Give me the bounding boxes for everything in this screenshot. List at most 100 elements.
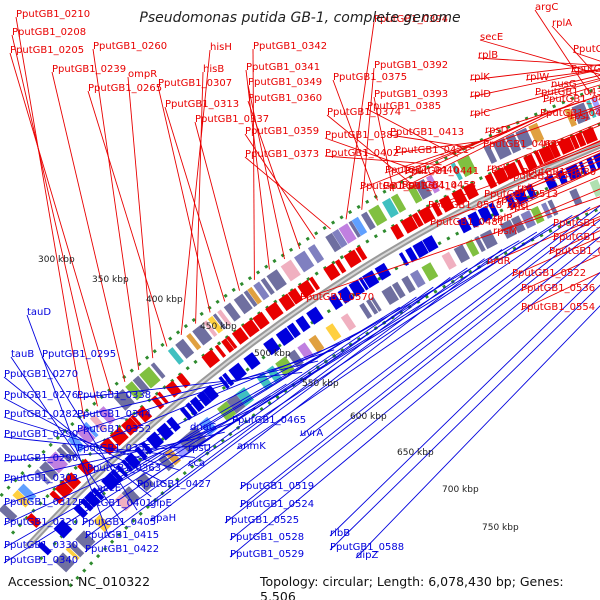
label-connector-line xyxy=(10,356,124,525)
gene-feature xyxy=(390,193,407,213)
gene-feature xyxy=(368,204,388,227)
gene-label: tauD xyxy=(27,307,51,318)
gene-feature xyxy=(525,183,538,200)
gene-label: PputGB1_0373 xyxy=(245,149,319,160)
label-connector-line xyxy=(572,51,600,62)
gene-label: PputGB1_0536 xyxy=(521,283,595,294)
gene-label: PputGB1_0385 xyxy=(367,101,441,112)
label-connector-line xyxy=(366,108,459,157)
label-connector-line xyxy=(76,360,319,418)
gene-label: PputGB1_0481 xyxy=(430,217,504,228)
gene-label: rpsM xyxy=(493,226,517,237)
label-connector-line xyxy=(492,175,600,222)
gene-label: PputGB1_0290 xyxy=(4,429,78,440)
label-connector-line xyxy=(329,284,600,551)
label-connector-line xyxy=(87,90,168,347)
gene-feature xyxy=(348,220,361,238)
gene-labels: PputGB1_0210 PputGB1_0208 PputGB1_0205 Pput… xyxy=(4,2,600,566)
label-connector-line xyxy=(229,246,600,558)
label-connector-line xyxy=(76,371,303,399)
gene-feature xyxy=(241,319,260,338)
gene-feature xyxy=(207,315,224,334)
label-connector-line xyxy=(86,327,367,472)
label-connector-line xyxy=(534,78,600,96)
gene-label: PputGB1_0437 xyxy=(543,94,600,105)
gene-label: PputGB1_0270 xyxy=(4,369,78,380)
gene-feature xyxy=(538,145,555,164)
label-connector-line xyxy=(247,84,285,260)
gene-feature xyxy=(75,530,96,551)
gene-feature xyxy=(121,417,140,436)
gene-label: PputGB1_0413 xyxy=(390,127,464,138)
gene-label: PputGB1_0532 xyxy=(553,232,600,243)
gene-label: PputGB1_0210 xyxy=(16,9,90,20)
gene-feature xyxy=(294,250,315,273)
label-connector-line xyxy=(3,436,195,458)
gene-feature xyxy=(139,366,161,389)
label-connector-line xyxy=(239,211,600,490)
gene-feature xyxy=(462,182,479,200)
position-tick-label: 450 kbp xyxy=(200,322,237,332)
gene-feature xyxy=(390,223,405,240)
gene-feature xyxy=(543,174,558,191)
gene-feature xyxy=(275,356,295,377)
gene-label: dipZ xyxy=(356,550,378,561)
gene-feature xyxy=(505,133,522,154)
gene-feature xyxy=(132,375,150,395)
gene-feature xyxy=(450,162,463,181)
label-connector-line xyxy=(189,240,520,431)
gene-feature xyxy=(150,362,166,379)
gene-label: PputGB1_0352 xyxy=(77,424,151,435)
gene-label: PputGB1_0453 xyxy=(402,180,476,191)
gene-feature xyxy=(516,159,526,174)
gene-label: PputGB1_0414 xyxy=(383,181,457,192)
gene-label: PputGB1_0393 xyxy=(374,89,448,100)
gene-label: PputGB1_0320 xyxy=(4,517,78,528)
gene-feature xyxy=(411,212,424,228)
gene-label: PputGB1_0405 xyxy=(82,517,156,528)
gene-label: PputGB1_0296 xyxy=(4,453,78,464)
gene-feature xyxy=(223,302,241,322)
gene-feature xyxy=(441,251,457,270)
label-connector-line xyxy=(345,21,375,220)
label-connector-line xyxy=(469,64,600,81)
gene-feature xyxy=(243,290,258,308)
gene-feature xyxy=(287,288,304,305)
gene-feature xyxy=(37,541,52,556)
gene-feature xyxy=(308,276,321,291)
gene-label: PputGB1_0427 xyxy=(137,479,211,490)
gene-label: PputGB1_0570 xyxy=(300,292,374,303)
gene-feature xyxy=(412,240,429,259)
gene-label: PputGB1_0392 xyxy=(374,60,448,71)
label-connector-line xyxy=(324,137,426,174)
gene-feature xyxy=(515,127,534,149)
gene-feature xyxy=(124,452,141,470)
gene-feature xyxy=(216,401,237,422)
gene-feature xyxy=(198,416,218,437)
gene-feature xyxy=(308,334,325,353)
gene-label: PputGB1_0363 xyxy=(87,463,161,474)
gene-label: anmK xyxy=(237,441,266,452)
gene-feature xyxy=(176,373,191,389)
label-connector-line xyxy=(482,104,600,148)
gene-label: PputGB1_0436 xyxy=(360,181,434,192)
gene-label: rplA xyxy=(552,18,572,29)
position-tick-label: 300 kbp xyxy=(38,255,75,265)
gene-label: PputGB1_0282 xyxy=(4,409,78,420)
gene-label: rplW xyxy=(526,72,549,83)
label-connector-line xyxy=(506,167,600,209)
label-connector-line xyxy=(236,206,591,450)
gene-feature xyxy=(541,202,553,219)
label-connector-line xyxy=(245,69,270,270)
gene-feature xyxy=(492,167,510,185)
gene-feature xyxy=(252,311,270,330)
gene-feature xyxy=(121,486,140,505)
label-connectors xyxy=(3,9,600,564)
gene-feature xyxy=(166,416,181,432)
label-connector-line xyxy=(3,397,166,484)
position-tick-label: 500 kbp xyxy=(254,349,291,359)
gene-feature xyxy=(179,406,193,421)
gene-feature xyxy=(340,313,357,331)
gene-label: PputGB1_0401 xyxy=(78,498,152,509)
